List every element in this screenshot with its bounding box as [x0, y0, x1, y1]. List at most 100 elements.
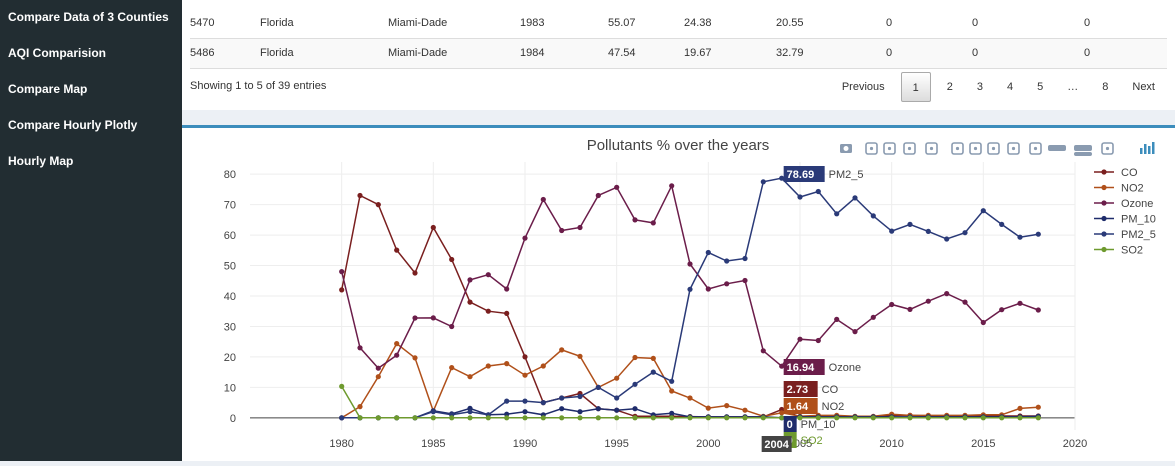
plotly-logo-icon[interactable] [1140, 142, 1155, 154]
data-point[interactable] [925, 228, 931, 234]
data-point[interactable] [705, 249, 711, 256]
data-point[interactable] [1035, 307, 1041, 313]
data-point[interactable] [705, 415, 711, 421]
data-point[interactable] [779, 410, 785, 416]
data-point[interactable] [962, 230, 968, 236]
data-point[interactable] [540, 363, 546, 369]
legend-item[interactable]: Ozone [1094, 198, 1153, 210]
data-point[interactable] [449, 323, 455, 330]
spike-lines-icon[interactable] [1029, 142, 1042, 155]
data-point[interactable] [815, 415, 821, 421]
data-point[interactable] [760, 415, 766, 421]
data-point[interactable] [485, 308, 491, 314]
data-point[interactable] [504, 398, 510, 404]
data-point[interactable] [962, 299, 968, 305]
data-point[interactable] [907, 415, 913, 421]
data-point[interactable] [650, 220, 656, 226]
data-point[interactable] [504, 411, 510, 417]
data-point[interactable] [669, 378, 675, 384]
data-point[interactable] [815, 188, 821, 195]
data-point[interactable] [669, 388, 675, 394]
data-point[interactable] [357, 192, 363, 199]
zoom-out-icon[interactable] [969, 142, 982, 155]
data-point[interactable] [577, 409, 583, 415]
pan-icon[interactable] [883, 142, 896, 155]
hover-closest-icon[interactable] [1048, 145, 1066, 151]
data-point[interactable] [870, 415, 876, 421]
data-point[interactable] [357, 415, 363, 421]
data-point[interactable] [925, 298, 931, 304]
data-point[interactable] [394, 352, 400, 358]
data-point[interactable] [907, 306, 913, 312]
data-point[interactable] [430, 315, 436, 321]
data-point[interactable] [705, 286, 711, 292]
data-point[interactable] [870, 314, 876, 320]
data-point[interactable] [724, 415, 730, 421]
data-point[interactable] [375, 202, 381, 208]
data-point[interactable] [467, 415, 473, 421]
legend-item[interactable]: PM2_5 [1094, 229, 1156, 241]
data-point[interactable] [540, 196, 546, 203]
data-point[interactable] [339, 269, 345, 275]
data-point[interactable] [467, 374, 473, 380]
data-point[interactable] [614, 184, 620, 190]
data-point[interactable] [779, 415, 785, 421]
data-point[interactable] [632, 354, 638, 361]
sidebar-item-aqi-comparison[interactable]: AQI Comparision [8, 46, 107, 60]
data-point[interactable] [889, 301, 895, 308]
data-point[interactable] [980, 319, 986, 326]
data-point[interactable] [412, 415, 418, 421]
data-point[interactable] [394, 415, 400, 421]
legend-item[interactable]: PM_10 [1094, 214, 1156, 226]
data-point[interactable] [485, 272, 491, 278]
data-point[interactable] [724, 258, 730, 264]
data-point[interactable] [834, 316, 840, 322]
data-point[interactable] [1017, 234, 1023, 240]
page-button-8[interactable]: 8 [1102, 81, 1109, 93]
data-point[interactable] [430, 409, 436, 415]
zoom-in-icon[interactable] [951, 142, 964, 155]
data-point[interactable] [522, 415, 528, 421]
data-point[interactable] [852, 195, 858, 201]
data-point[interactable] [504, 310, 510, 316]
data-point[interactable] [1035, 415, 1041, 421]
data-point[interactable] [559, 395, 565, 401]
data-point[interactable] [375, 365, 381, 371]
data-point[interactable] [412, 355, 418, 361]
data-point[interactable] [430, 415, 436, 421]
page-button-1[interactable]: 1 [900, 72, 931, 102]
data-point[interactable] [357, 345, 363, 351]
data-point[interactable] [595, 384, 601, 390]
data-point[interactable] [522, 372, 528, 378]
legend-item[interactable]: SO2 [1094, 245, 1143, 257]
data-point[interactable] [449, 256, 455, 263]
data-point[interactable] [742, 277, 748, 284]
data-point[interactable] [925, 415, 931, 421]
data-point[interactable] [504, 361, 510, 367]
sidebar-item-compare-hourly-plotly[interactable]: Compare Hourly Plotly [8, 118, 138, 132]
data-point[interactable] [595, 406, 601, 412]
data-point[interactable] [375, 415, 381, 421]
pollutants-chart[interactable]: Pollutants % over the years 0 10 20 30 40 50 6… [182, 128, 1175, 461]
data-point[interactable] [595, 192, 601, 199]
sidebar-item-hourly-map[interactable]: Hourly Map [8, 154, 74, 168]
data-point[interactable] [559, 415, 565, 421]
data-point[interactable] [559, 406, 565, 412]
data-point[interactable] [577, 393, 583, 400]
data-point[interactable] [559, 227, 565, 234]
data-point[interactable] [339, 415, 345, 421]
data-point[interactable] [375, 374, 381, 380]
data-point[interactable] [797, 194, 803, 200]
data-point[interactable] [999, 307, 1005, 313]
data-point[interactable] [522, 235, 528, 241]
page-button-5[interactable]: 5 [1037, 81, 1044, 93]
data-point[interactable] [687, 415, 693, 421]
data-point[interactable] [797, 336, 803, 342]
data-point[interactable] [504, 286, 510, 292]
data-point[interactable] [724, 403, 730, 409]
sidebar-item-compare-map[interactable]: Compare Map [8, 82, 88, 96]
data-point[interactable] [559, 347, 565, 353]
data-point[interactable] [595, 415, 601, 421]
data-point[interactable] [430, 224, 436, 231]
data-point[interactable] [669, 410, 675, 416]
